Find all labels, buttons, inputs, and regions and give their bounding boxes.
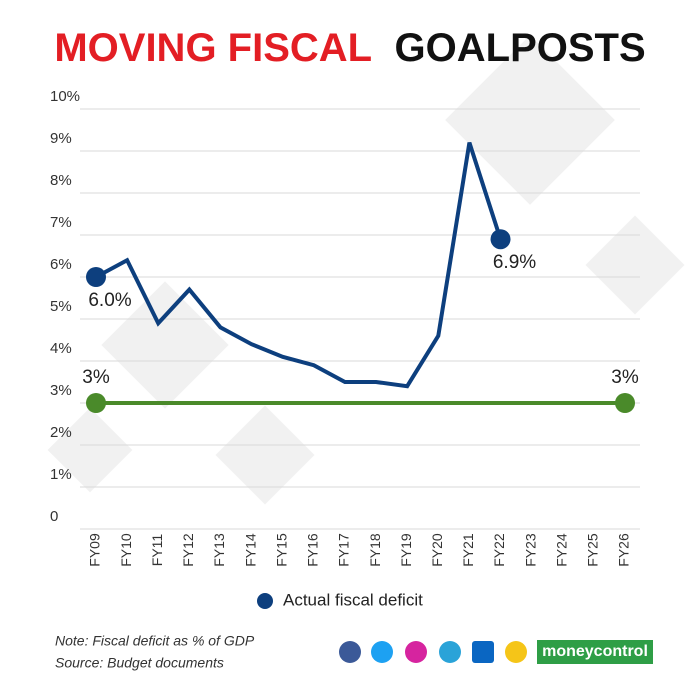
x-tick-label: FY19	[398, 533, 414, 567]
series-line	[95, 141, 503, 389]
y-tick-label: 0	[50, 508, 58, 525]
brand-name: moneycontrol	[542, 643, 648, 660]
x-tick-label: FY14	[242, 533, 258, 567]
x-tick-label: FY17	[336, 533, 352, 567]
data-label: 6.0%	[88, 290, 131, 311]
x-tick-label: FY26	[616, 533, 632, 567]
data-label: 6.9%	[493, 252, 536, 273]
chart-title: MOVING FISCAL GOALPOSTS	[54, 26, 645, 70]
point-marker	[86, 393, 106, 413]
title-highlight: MOVING FISCAL	[54, 26, 371, 70]
y-tick-label: 2%	[50, 424, 72, 441]
y-tick-label: 9%	[50, 130, 72, 147]
legend-label: Actual fiscal deficit	[283, 590, 423, 609]
y-tick-label: 6%	[50, 256, 72, 273]
x-tick-label: FY25	[585, 533, 601, 567]
x-tick-label: FY09	[87, 533, 103, 567]
x-tick-label: FY21	[460, 533, 476, 567]
y-tick-label: 8%	[50, 172, 72, 189]
x-tick-label: FY18	[367, 533, 383, 567]
data-label: 3%	[82, 367, 110, 388]
x-tick-label: FY15	[273, 533, 289, 567]
social-icons	[339, 641, 527, 663]
y-tick-label: 4%	[50, 340, 72, 357]
point-marker	[490, 229, 511, 250]
point-marker	[86, 267, 106, 287]
source: Source: Budget documents	[55, 655, 224, 671]
x-tick-label: FY10	[118, 533, 134, 567]
x-tick-label: FY16	[305, 533, 321, 567]
y-tick-label: 7%	[50, 214, 72, 231]
x-tick-label: FY13	[211, 533, 227, 567]
y-tick-label: 3%	[50, 382, 72, 399]
point-marker	[615, 393, 635, 413]
title-rest: GOALPOSTS	[395, 26, 646, 70]
x-tick-label: FY22	[491, 533, 507, 567]
x-tick-label: FY11	[149, 534, 165, 567]
brand-logo	[537, 640, 653, 664]
x-tick-label: FY24	[553, 533, 569, 567]
note: Note: Fiscal deficit as % of GDP	[55, 633, 255, 649]
y-tick-label: 5%	[50, 298, 72, 315]
data-label: 3%	[611, 367, 639, 388]
y-tick-label: 10%	[50, 88, 80, 105]
x-tick-label: FY23	[522, 533, 538, 567]
x-tick-label: FY12	[180, 533, 196, 567]
y-tick-label: 1%	[50, 466, 72, 483]
legend-marker	[257, 593, 273, 609]
x-tick-label: FY20	[429, 533, 445, 567]
